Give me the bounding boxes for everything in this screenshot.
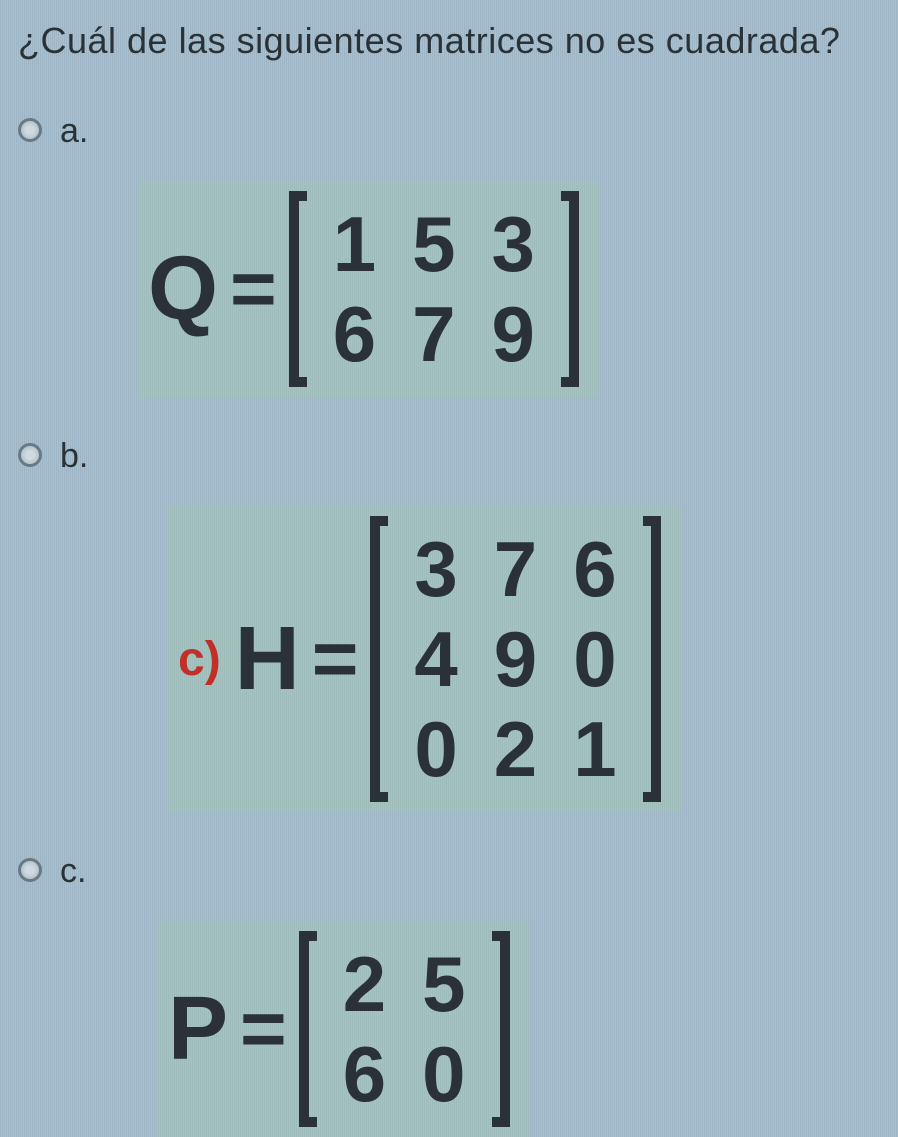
- matrix-cell: 1: [315, 199, 394, 289]
- equals-icon: =: [240, 983, 287, 1075]
- radio-a[interactable]: [18, 118, 42, 142]
- option-a-label: a.: [60, 112, 110, 151]
- option-a[interactable]: a.: [18, 112, 880, 151]
- matrix-cell: 7: [476, 524, 555, 614]
- matrix-cell: 9: [476, 614, 555, 704]
- matrix-cell: 6: [325, 1029, 404, 1119]
- matrix-b-area: c) H = 3 7 6 4 9 0 0 2 1: [168, 506, 681, 812]
- question-text: ¿Cuál de las siguientes matrices no es c…: [18, 20, 880, 62]
- matrix-cell: 9: [474, 289, 553, 379]
- option-b-prefix: c): [178, 632, 221, 687]
- matrix-cell: 2: [476, 704, 555, 794]
- matrix-b: 3 7 6 4 9 0 0 2 1: [370, 516, 660, 802]
- matrix-cell: 0: [404, 1029, 483, 1119]
- radio-b[interactable]: [18, 443, 42, 467]
- matrix-cell: 5: [394, 199, 473, 289]
- matrix-a-grid: 1 5 3 6 7 9: [307, 191, 561, 387]
- matrix-c: 2 5 6 0: [299, 931, 510, 1127]
- matrix-cell: 4: [396, 614, 475, 704]
- option-c-label: c.: [60, 852, 110, 891]
- matrix-cell: 5: [404, 939, 483, 1029]
- matrix-cell: 0: [555, 614, 634, 704]
- matrix-cell: 0: [396, 704, 475, 794]
- matrix-cell: 3: [396, 524, 475, 614]
- equals-icon: =: [312, 613, 359, 705]
- matrix-a-variable: Q: [148, 238, 218, 341]
- left-bracket-icon: [299, 931, 317, 1127]
- matrix-a-area: Q = 1 5 3 6 7 9: [138, 181, 599, 397]
- matrix-b-variable: H: [235, 608, 300, 711]
- matrix-cell: 6: [555, 524, 634, 614]
- matrix-cell: 3: [474, 199, 553, 289]
- matrix-cell: 6: [315, 289, 394, 379]
- option-b[interactable]: b.: [18, 437, 880, 476]
- matrix-c-variable: P: [168, 978, 228, 1081]
- matrix-cell: 7: [394, 289, 473, 379]
- left-bracket-icon: [289, 191, 307, 387]
- matrix-b-grid: 3 7 6 4 9 0 0 2 1: [388, 516, 642, 802]
- matrix-cell: 2: [325, 939, 404, 1029]
- right-bracket-icon: [643, 516, 661, 802]
- option-b-label: b.: [60, 437, 110, 476]
- matrix-c-area: P = 2 5 6 0: [158, 921, 530, 1137]
- equals-icon: =: [230, 243, 277, 335]
- matrix-a: 1 5 3 6 7 9: [289, 191, 579, 387]
- matrix-cell: 1: [555, 704, 634, 794]
- left-bracket-icon: [370, 516, 388, 802]
- matrix-c-grid: 2 5 6 0: [317, 931, 492, 1127]
- radio-c[interactable]: [18, 858, 42, 882]
- option-c[interactable]: c.: [18, 852, 880, 891]
- right-bracket-icon: [561, 191, 579, 387]
- right-bracket-icon: [492, 931, 510, 1127]
